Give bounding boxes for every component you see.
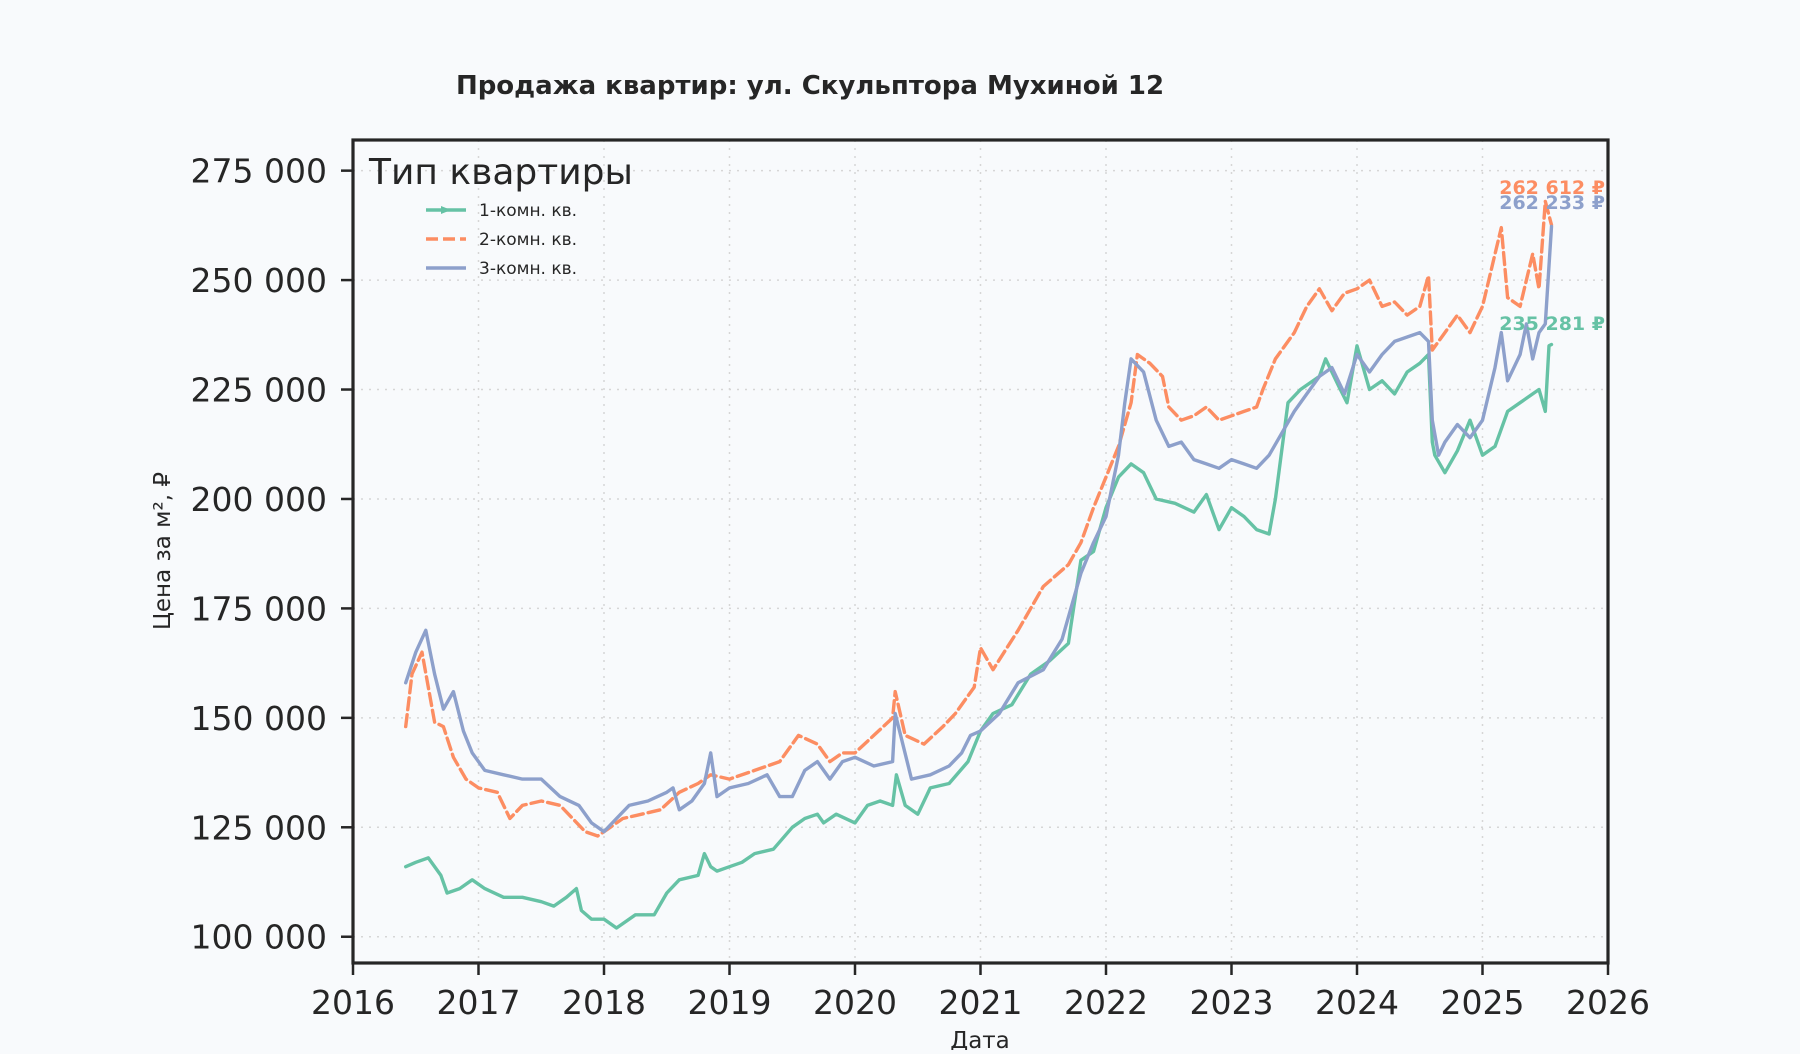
x-tick-label: 2022 — [1064, 983, 1148, 1022]
y-tick-label: 200 000 — [191, 480, 327, 519]
x-tick-label: 2016 — [311, 983, 395, 1022]
series-line-1 — [404, 342, 1554, 930]
x-axis-label: Дата — [950, 1028, 1010, 1050]
series-line-3 — [404, 224, 1554, 834]
y-tick-label: 175 000 — [191, 589, 327, 628]
y-tick-label: 250 000 — [191, 261, 327, 300]
legend-label-2: 2-комн. кв. — [479, 230, 577, 250]
series-layer — [404, 199, 1554, 930]
x-tick-label: 2023 — [1190, 983, 1274, 1022]
x-tick-label: 2019 — [688, 983, 772, 1022]
x-tick-label: 2020 — [813, 983, 897, 1022]
x-tick-label: 2025 — [1441, 983, 1525, 1022]
grid-layer — [353, 140, 1608, 963]
x-tick-label: 2017 — [437, 983, 521, 1022]
y-tick-label: 225 000 — [191, 371, 327, 410]
legend-label-3: 3-комн. кв. — [479, 259, 577, 279]
x-tick-label: 2018 — [562, 983, 646, 1022]
y-tick-label: 125 000 — [191, 808, 327, 847]
legend-title: Тип квартиры — [368, 152, 633, 193]
end-value-label-1: 235 281 ₽ — [1499, 313, 1605, 335]
y-tick-label: 150 000 — [191, 699, 327, 738]
legend-label-1: 1-комн. кв. — [479, 201, 577, 221]
legend-marker-1 — [441, 206, 451, 214]
chart-title: Продажа квартир: ул. Скульптора Мухиной … — [456, 71, 1164, 101]
y-tick-label: 100 000 — [191, 918, 327, 957]
end-labels-layer: 235 281 ₽ 262 612 ₽262 233 ₽ — [1499, 177, 1605, 335]
x-tick-label: 2026 — [1566, 983, 1650, 1022]
x-tick-label: 2024 — [1315, 983, 1399, 1022]
x-tick-label: 2021 — [939, 983, 1023, 1022]
y-tick-label: 275 000 — [191, 152, 327, 191]
y-axis-label: Цена за м², ₽ — [150, 472, 176, 630]
series-line-2 — [404, 199, 1554, 838]
end-value-label-2: 262 612 ₽ — [1499, 177, 1605, 199]
legend: Тип квартиры 1-комн. кв. 2-комн. кв. 3-ком… — [368, 152, 633, 279]
end-value-label-3: 262 233 ₽ — [1499, 192, 1605, 214]
ticks-layer: 2016 2017 2018 2019 2020 2021 2022 2023 2024 2025… — [191, 152, 1650, 1022]
